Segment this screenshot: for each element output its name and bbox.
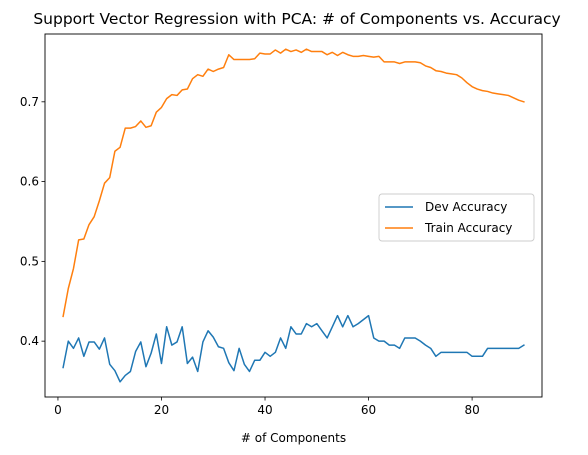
plot-frame [44,33,543,398]
x-tick-label: 0 [54,403,62,417]
x-tick-label: 60 [361,403,376,417]
series-layer [62,48,525,383]
y-tick-label: 0.5 [20,254,39,268]
legend-entry-label: Train Accuracy [424,221,512,235]
legend-entry-label: Dev Accuracy [425,200,507,214]
series-line-train-accuracy [62,48,525,318]
chart-title: Support Vector Regression with PCA: # of… [33,10,560,28]
x-tick-label: 40 [257,403,272,417]
legend: Dev Accuracy Train Accuracy [378,193,535,242]
x-axis-ticks: 0 20 40 60 80 [54,397,480,417]
y-tick-label: 0.6 [20,175,39,189]
y-axis-ticks: 0.4 0.5 0.6 0.7 [20,95,45,348]
y-tick-label: 0.4 [20,334,39,348]
legend-box [378,193,535,242]
x-axis-label: # of Components [241,431,346,445]
x-tick-label: 80 [464,403,479,417]
series-line-dev-accuracy [62,314,525,383]
y-tick-label: 0.7 [20,95,39,109]
x-tick-label: 20 [154,403,169,417]
